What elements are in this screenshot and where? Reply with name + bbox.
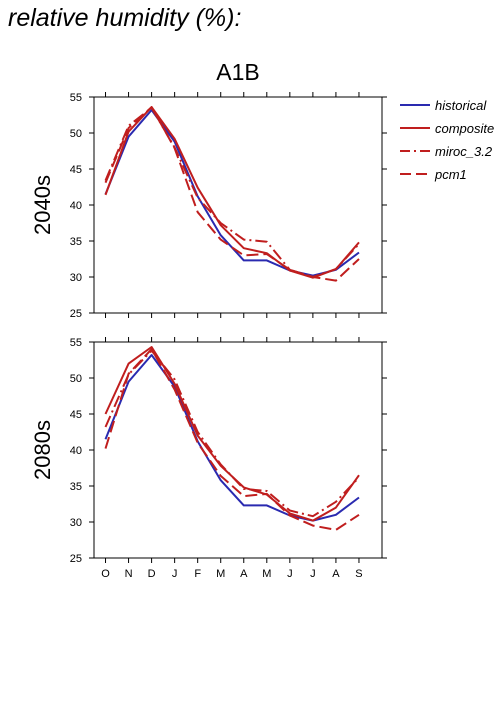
series-line-miroc-3-2 xyxy=(104,106,360,278)
y-tick-label: 55 xyxy=(70,337,82,349)
series-line-historical xyxy=(104,109,360,277)
y-tick-label: 50 xyxy=(70,128,82,140)
series-line-miroc-3-2 xyxy=(104,349,360,518)
y-tick-label: 25 xyxy=(70,553,82,565)
y-tick-label: 30 xyxy=(70,272,82,284)
x-tick-label: F xyxy=(194,568,201,580)
chart-title: A1B xyxy=(216,59,259,85)
x-tick-label: M xyxy=(216,568,225,580)
x-tick-label: A xyxy=(332,568,340,580)
x-tick-label: J xyxy=(172,568,178,580)
y-tick-label: 40 xyxy=(70,445,82,457)
x-tick-label: D xyxy=(148,568,156,580)
series-line-composite xyxy=(104,106,360,279)
x-tick-label: A xyxy=(240,568,248,580)
y-tick-label: 45 xyxy=(70,164,82,176)
plot-frame xyxy=(93,341,383,559)
x-tick-label: S xyxy=(355,568,362,580)
legend-item: historical xyxy=(400,98,487,113)
legend-item: composite xyxy=(400,121,494,136)
legend-label: pcm1 xyxy=(434,167,467,182)
panel-2040s: 25 30 35 40 45 50 55 xyxy=(70,92,387,320)
y-tick-label: 25 xyxy=(70,308,82,320)
legend-label: miroc_3.2 xyxy=(435,144,493,159)
series-line-historical xyxy=(104,354,360,522)
plot-frame xyxy=(93,96,383,314)
y-tick-label: 40 xyxy=(70,200,82,212)
legend-item: miroc_3.2 xyxy=(400,144,493,159)
row-label-bottom: 2080s xyxy=(30,420,55,480)
y-tick-label: 35 xyxy=(70,481,82,493)
y-tick-label: 45 xyxy=(70,409,82,421)
y-tick-label: 35 xyxy=(70,236,82,248)
x-tick-label: N xyxy=(125,568,133,580)
page-title: relative humidity (%): xyxy=(8,4,242,32)
legend-item: pcm1 xyxy=(400,167,467,182)
x-tick-label: O xyxy=(101,568,110,580)
legend-label: historical xyxy=(435,98,487,113)
y-tick-label: 30 xyxy=(70,517,82,529)
panel-2080s: 25 30 35 40 45 50 55 O N D J F M A M J J A S xyxy=(70,337,387,580)
x-tick-label: J xyxy=(287,568,293,580)
series-line-composite xyxy=(104,346,360,522)
row-label-top: 2040s xyxy=(30,175,55,235)
x-tick-label: J xyxy=(310,568,316,580)
series-line-pcm1 xyxy=(104,106,360,282)
y-tick-label: 50 xyxy=(70,373,82,385)
x-tick-label: M xyxy=(262,568,271,580)
legend-label: composite xyxy=(435,121,494,136)
y-tick-label: 55 xyxy=(70,92,82,104)
series-line-pcm1 xyxy=(104,348,360,531)
